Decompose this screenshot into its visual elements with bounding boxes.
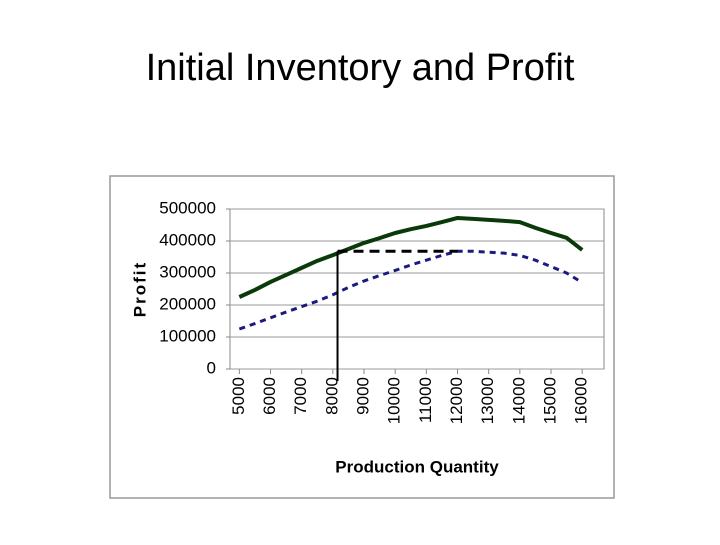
x-tick-label: 8000 (322, 377, 341, 415)
x-tick-label: 7000 (291, 377, 310, 415)
x-tick-label: 16000 (572, 377, 591, 424)
data-line (238, 215, 584, 299)
x-tick-label: 5000 (229, 377, 248, 415)
x-tick-label: 9000 (354, 377, 373, 415)
x-tick-label: 14000 (509, 377, 528, 424)
x-tick-label: 13000 (478, 377, 497, 424)
x-tick-label: 11000 (416, 377, 435, 423)
data-line (238, 249, 583, 331)
x-tick-label: 10000 (385, 377, 404, 424)
y-tick-label: 500000 (159, 198, 216, 217)
y-tick-label: 400000 (159, 230, 216, 249)
y-tick-label: 300000 (159, 262, 216, 281)
slide-title: Initial Inventory and Profit (146, 47, 575, 89)
y-tick-label: 0 (207, 358, 216, 377)
y-tick-label: 200000 (159, 294, 216, 313)
x-tick-label: 6000 (260, 377, 279, 415)
x-tick-label: 15000 (541, 377, 560, 424)
plot-area (229, 208, 605, 370)
x-tick-label: 12000 (447, 377, 466, 424)
y-axis-title: Profit (130, 261, 149, 317)
y-tick-label: 100000 (159, 326, 216, 345)
x-axis-title: Production Quantity (335, 457, 499, 476)
